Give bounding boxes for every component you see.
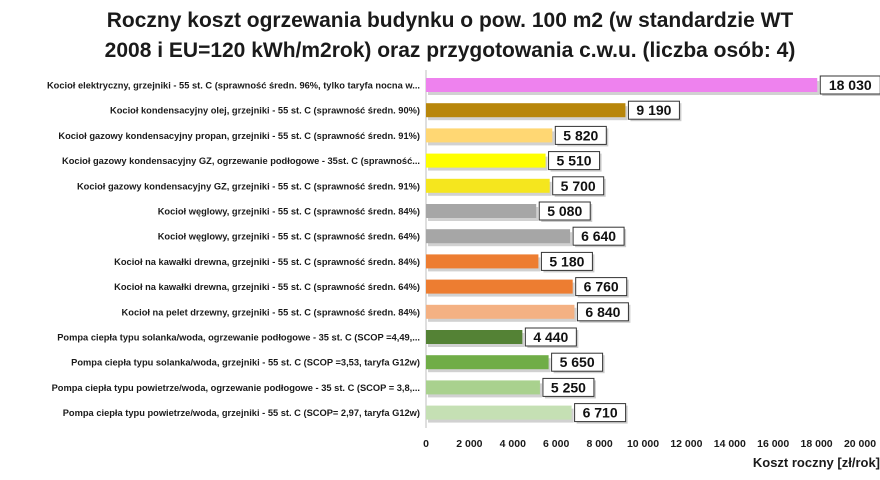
bar xyxy=(426,330,523,344)
data-label-box xyxy=(627,100,680,120)
bar xyxy=(426,380,540,395)
chart-title-line2: 2008 i EU=120 kWh/m2rok) oraz przygotowa… xyxy=(104,39,796,62)
bar xyxy=(426,279,573,294)
data-label: 9 190 xyxy=(636,102,671,118)
data-label: 5 510 xyxy=(557,153,592,169)
data-label: 5 700 xyxy=(561,178,596,194)
bar xyxy=(426,78,818,92)
x-axis-label: Koszt roczny [zł/rok] xyxy=(752,455,880,470)
x-tick-label: 6 000 xyxy=(543,438,569,450)
x-tick-label: 10 000 xyxy=(627,438,659,450)
category-label: Kocioł gazowy kondensacyjny propan, grze… xyxy=(58,131,420,141)
data-label-box xyxy=(538,201,591,221)
bar xyxy=(426,254,539,269)
chart-title-line1: Roczny koszt ogrzewania budynku o pow. 1… xyxy=(106,9,794,32)
data-label: 5 080 xyxy=(547,203,582,219)
chart-title: Roczny koszt ogrzewania budynku o pow. 1… xyxy=(40,6,860,66)
x-tick-label: 16 000 xyxy=(757,438,789,450)
category-label: Pompa ciepła typu powietrze/woda, ogrzew… xyxy=(52,383,420,393)
data-label-box xyxy=(575,277,628,297)
data-label: 5 650 xyxy=(560,354,595,370)
bar xyxy=(426,178,550,193)
data-label-box xyxy=(819,75,880,95)
bar xyxy=(426,405,572,420)
category-label: Kocioł gazowy kondensacyjny GZ, ogrzewan… xyxy=(62,156,420,166)
x-tick-label: 18 000 xyxy=(801,438,833,450)
data-label-box xyxy=(552,176,605,196)
category-label: Kocioł węglowy, grzejniki - 55 st. C (sp… xyxy=(158,207,420,217)
data-label: 5 250 xyxy=(551,379,586,395)
bar xyxy=(426,128,553,143)
data-label: 6 840 xyxy=(585,304,620,320)
x-tick-label: 0 xyxy=(423,438,429,450)
data-label: 6 760 xyxy=(584,279,619,295)
bar xyxy=(426,229,571,244)
category-label: Pompa ciepła typu solanka/woda, grzejnik… xyxy=(71,358,420,368)
data-label-box xyxy=(572,226,625,246)
x-tick-label: 12 000 xyxy=(670,438,702,450)
data-label-box xyxy=(524,327,577,347)
data-label-box xyxy=(542,377,595,397)
data-label-box xyxy=(551,352,604,372)
x-tick-label: 4 000 xyxy=(500,438,526,450)
bar xyxy=(426,304,575,319)
data-label: 5 820 xyxy=(563,127,598,143)
category-label: Kocioł na kawałki drewna, grzejniki - 55… xyxy=(114,257,420,267)
data-label-box xyxy=(574,403,627,423)
category-label: Pompa ciepła typu solanka/woda, ogrzewan… xyxy=(57,333,420,343)
x-tick-label: 8 000 xyxy=(586,438,612,450)
data-label: 18 030 xyxy=(829,77,872,93)
data-label: 6 710 xyxy=(583,405,618,421)
category-label: Kocioł na pelet drzewny, grzejniki - 55 … xyxy=(122,307,420,317)
bar xyxy=(426,204,537,218)
category-label: Kocioł kondensacyjny olej, grzejniki - 5… xyxy=(110,106,420,116)
x-tick-label: 20 000 xyxy=(844,438,876,450)
data-label-box xyxy=(554,125,607,145)
category-label: Kocioł węglowy, grzejniki - 55 st. C (sp… xyxy=(158,232,420,242)
bar xyxy=(426,355,549,370)
category-label: Kocioł elektryczny, grzejniki - 55 st. C… xyxy=(47,81,420,91)
x-tick-label: 14 000 xyxy=(714,438,746,450)
data-label: 5 180 xyxy=(549,253,584,269)
data-label-box xyxy=(548,151,601,171)
data-label-box xyxy=(576,302,629,322)
category-label: Kocioł gazowy kondensacyjny GZ, grzejnik… xyxy=(77,181,420,191)
bar xyxy=(426,153,546,168)
x-tick-label: 2 000 xyxy=(456,438,482,450)
category-label: Pompa ciepła typu powietrze/woda, grzejn… xyxy=(63,408,420,418)
data-label-box xyxy=(540,251,593,271)
category-label: Kocioł na kawałki drewna, grzejniki - 55… xyxy=(114,282,420,292)
bar xyxy=(426,103,626,118)
data-label: 6 640 xyxy=(581,228,616,244)
data-label: 4 440 xyxy=(533,329,568,345)
